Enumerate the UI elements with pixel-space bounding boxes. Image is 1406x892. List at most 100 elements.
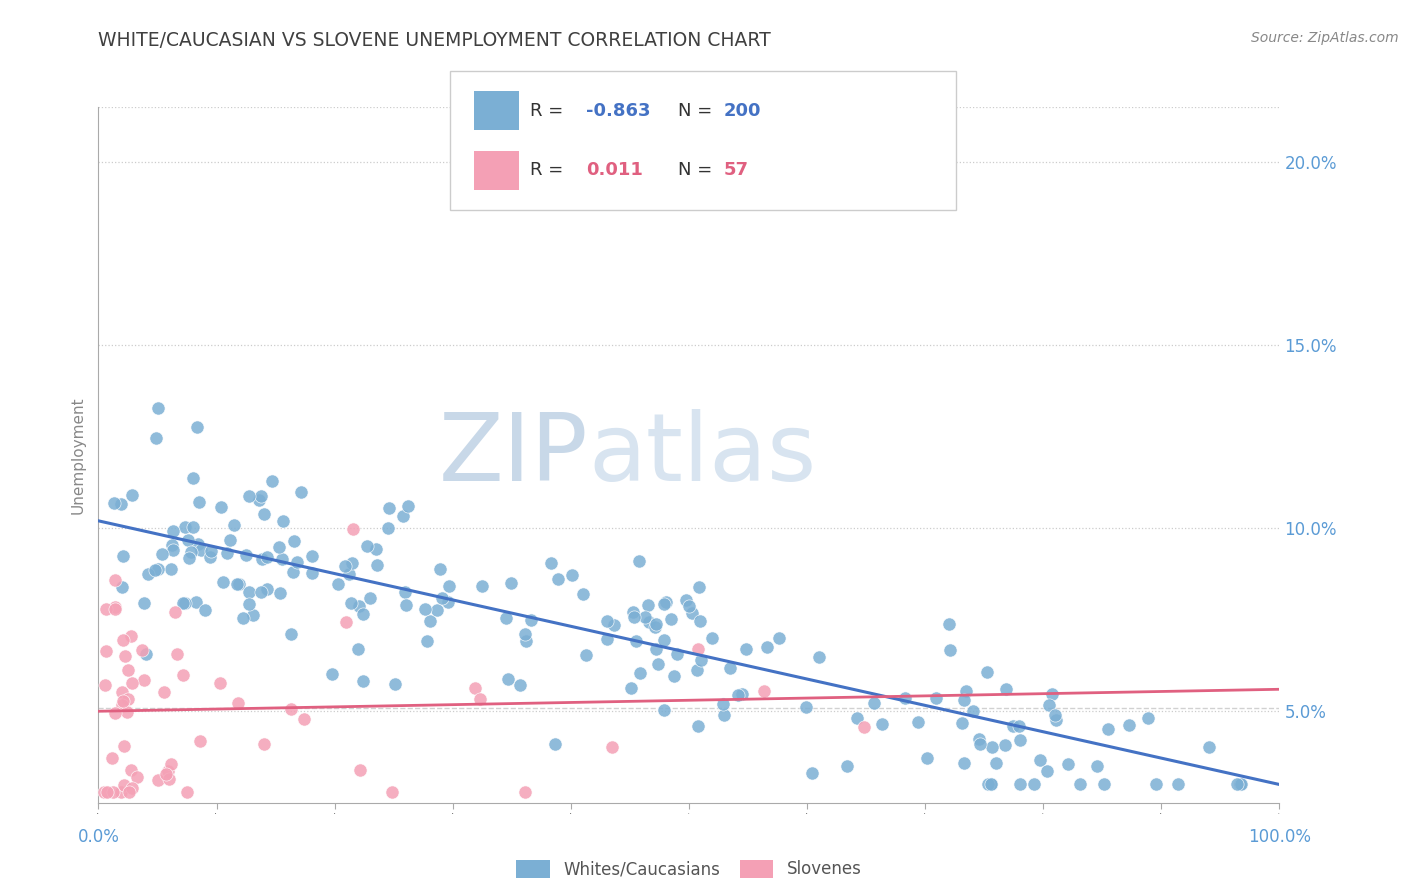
- Point: [976, 665, 998, 679]
- Point: [190, 733, 212, 747]
- Point: [226, 577, 249, 591]
- Point: [292, 712, 315, 726]
- Point: [162, 524, 184, 539]
- Point: [938, 616, 960, 631]
- Point: [131, 642, 153, 657]
- Point: [111, 684, 134, 698]
- Point: [731, 687, 754, 701]
- Point: [863, 696, 886, 710]
- Point: [378, 500, 401, 515]
- Point: [235, 548, 257, 562]
- Point: [1144, 777, 1167, 791]
- Point: [101, 785, 124, 799]
- Point: [628, 665, 651, 680]
- Point: [953, 756, 976, 770]
- Point: [117, 663, 139, 677]
- Point: [173, 596, 195, 610]
- Point: [111, 580, 134, 594]
- Point: [894, 690, 917, 705]
- Point: [280, 701, 302, 715]
- Point: [498, 672, 520, 686]
- Point: [301, 566, 323, 580]
- Point: [870, 717, 893, 731]
- Point: [938, 642, 960, 657]
- Point: [238, 585, 260, 599]
- Point: [689, 614, 711, 628]
- Point: [735, 641, 758, 656]
- Point: [994, 739, 1017, 753]
- Point: [238, 489, 260, 503]
- Point: [104, 706, 127, 720]
- Point: [392, 508, 415, 523]
- Point: [513, 626, 536, 640]
- Point: [727, 688, 749, 702]
- Point: [425, 603, 447, 617]
- Point: [252, 737, 274, 751]
- Point: [165, 605, 187, 619]
- Point: [249, 489, 271, 503]
- Point: [1008, 719, 1031, 733]
- Text: WHITE/CAUCASIAN VS SLOVENE UNEMPLOYMENT CORRELATION CHART: WHITE/CAUCASIAN VS SLOVENE UNEMPLOYMENT …: [98, 31, 770, 50]
- Point: [321, 667, 343, 681]
- Text: 100.0%: 100.0%: [1249, 828, 1310, 846]
- Point: [172, 668, 194, 682]
- Point: [1035, 764, 1057, 779]
- Point: [654, 595, 676, 609]
- Point: [1097, 722, 1119, 736]
- Point: [111, 698, 134, 713]
- Point: [155, 767, 177, 781]
- Point: [346, 642, 368, 657]
- Point: [281, 565, 304, 579]
- Point: [120, 763, 142, 777]
- Point: [112, 739, 135, 753]
- Point: [269, 541, 291, 555]
- Point: [156, 764, 179, 779]
- Text: N =: N =: [678, 161, 717, 179]
- Point: [134, 647, 156, 661]
- Point: [969, 731, 991, 746]
- Point: [110, 497, 132, 511]
- Point: [513, 785, 536, 799]
- Text: 200: 200: [724, 102, 762, 120]
- Point: [93, 785, 115, 799]
- Point: [515, 634, 537, 648]
- Point: [172, 596, 194, 610]
- Point: [136, 566, 159, 581]
- Text: atlas: atlas: [589, 409, 817, 501]
- Text: Source: ZipAtlas.com: Source: ZipAtlas.com: [1251, 31, 1399, 45]
- Point: [711, 697, 734, 711]
- Point: [249, 585, 271, 599]
- Legend: Whites/Caucasians, Slovenes: Whites/Caucasians, Slovenes: [510, 853, 868, 885]
- Point: [180, 545, 202, 559]
- Point: [628, 554, 651, 568]
- Point: [174, 520, 197, 534]
- Point: [1022, 777, 1045, 791]
- Point: [238, 597, 260, 611]
- Point: [1167, 777, 1189, 791]
- Point: [104, 573, 127, 587]
- Point: [157, 772, 180, 786]
- Point: [688, 642, 710, 657]
- Point: [326, 577, 349, 591]
- Point: [437, 594, 460, 608]
- Point: [1008, 777, 1031, 791]
- Point: [713, 708, 735, 723]
- Point: [134, 673, 156, 687]
- Point: [396, 500, 419, 514]
- Point: [977, 777, 1000, 791]
- Point: [1057, 757, 1080, 772]
- Point: [112, 632, 135, 647]
- Point: [915, 751, 938, 765]
- Point: [924, 690, 946, 705]
- Point: [1136, 711, 1159, 725]
- Point: [152, 684, 174, 698]
- Point: [681, 606, 703, 620]
- Point: [179, 550, 201, 565]
- Point: [110, 785, 132, 799]
- Point: [194, 603, 217, 617]
- Point: [247, 493, 270, 508]
- Point: [146, 561, 169, 575]
- Point: [413, 602, 436, 616]
- Point: [250, 552, 273, 566]
- Point: [366, 558, 388, 573]
